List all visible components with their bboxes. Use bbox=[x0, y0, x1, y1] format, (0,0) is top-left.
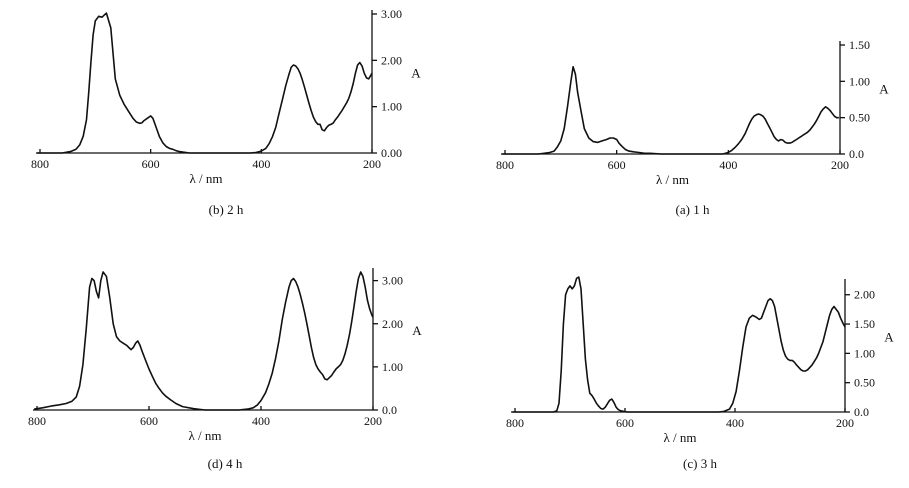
x-tick-label: 400 bbox=[726, 416, 744, 430]
y-tick-label: 1.00 bbox=[849, 74, 870, 88]
y-tick-label: 0.00 bbox=[381, 146, 402, 160]
y-tick-label: 0.0 bbox=[854, 405, 869, 419]
y-tick-label: 0.0 bbox=[382, 403, 397, 417]
x-axis-label: λ / nm bbox=[188, 428, 221, 443]
x-tick-label: 400 bbox=[252, 157, 270, 171]
x-tick-label: 200 bbox=[831, 158, 849, 172]
y-tick-label: 1.50 bbox=[854, 317, 875, 331]
spectrum-line bbox=[34, 271, 374, 411]
y-tick-label: 0.50 bbox=[854, 376, 875, 390]
y-tick-label: 3.00 bbox=[382, 274, 403, 288]
panel-caption: (b) 2 h bbox=[209, 202, 244, 217]
x-tick-label: 200 bbox=[363, 157, 381, 171]
x-tick-label: 800 bbox=[506, 416, 524, 430]
spectrum-line bbox=[37, 12, 373, 154]
y-tick-label: 2.00 bbox=[854, 288, 875, 302]
y-tick-label: 1.50 bbox=[849, 38, 870, 52]
x-tick-label: 600 bbox=[140, 414, 158, 428]
panel-caption: (c) 3 h bbox=[683, 456, 717, 471]
y-tick-label: 1.00 bbox=[854, 346, 875, 360]
panel-caption: (a) 1 h bbox=[676, 202, 710, 217]
x-axis-label: λ / nm bbox=[656, 172, 689, 187]
y-axis-label: A bbox=[879, 82, 889, 97]
x-tick-label: 400 bbox=[252, 414, 270, 428]
spectrum-line bbox=[502, 66, 839, 155]
x-tick-label: 200 bbox=[836, 416, 854, 430]
x-tick-label: 600 bbox=[616, 416, 634, 430]
x-tick-label: 800 bbox=[28, 414, 46, 428]
y-tick-label: 2.00 bbox=[381, 53, 402, 67]
y-tick-label: 2.00 bbox=[382, 317, 403, 331]
x-axis-label: λ / nm bbox=[189, 171, 222, 186]
y-tick-label: 3.00 bbox=[381, 7, 402, 21]
x-tick-label: 400 bbox=[719, 158, 737, 172]
y-tick-label: 0.50 bbox=[849, 111, 870, 125]
spectrum-line bbox=[512, 276, 846, 413]
y-axis-label: A bbox=[411, 66, 421, 81]
y-tick-label: 0.0 bbox=[849, 147, 864, 161]
panel-caption: (d) 4 h bbox=[208, 456, 243, 471]
y-axis-label: A bbox=[412, 323, 422, 338]
x-tick-label: 800 bbox=[31, 157, 49, 171]
y-tick-label: 1.00 bbox=[382, 360, 403, 374]
y-axis-label: A bbox=[884, 330, 894, 345]
x-tick-label: 600 bbox=[142, 157, 160, 171]
x-tick-label: 600 bbox=[608, 158, 626, 172]
x-axis-label: λ / nm bbox=[663, 430, 696, 445]
x-tick-label: 200 bbox=[364, 414, 382, 428]
y-tick-label: 1.00 bbox=[381, 100, 402, 114]
x-tick-label: 800 bbox=[496, 158, 514, 172]
